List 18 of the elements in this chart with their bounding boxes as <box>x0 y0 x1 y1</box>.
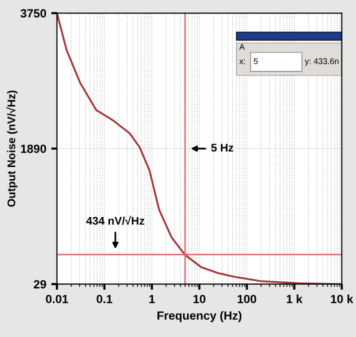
y-tick-label: 29 <box>34 280 46 288</box>
y-tick-label: 1890 <box>21 144 46 153</box>
x-tick-label: 10 <box>194 294 206 304</box>
annotation: A <box>239 44 245 50</box>
ref-line-label: 5 Hz <box>211 144 234 152</box>
x-tick-label: 100 <box>238 294 256 304</box>
ref-line-label: 434 nV/√Hz <box>86 216 144 225</box>
annotation: y: 433.6n <box>304 58 338 66</box>
x-tick-label: 1 k <box>286 294 303 304</box>
annotation: x: <box>239 60 245 64</box>
x-tick-label: 10 k <box>331 294 354 304</box>
x-tick-label: 1 <box>149 294 155 304</box>
x-tick-label: 0.01 <box>46 294 68 304</box>
x-tick-label: 0.1 <box>96 294 112 304</box>
y-tick-label: 3750 <box>20 9 46 18</box>
x-axis-title: Frequency (Hz) <box>158 311 242 322</box>
annotation: 5 <box>254 58 258 64</box>
y-axis-title: Output Noise (nV/√Hz) <box>6 90 18 207</box>
